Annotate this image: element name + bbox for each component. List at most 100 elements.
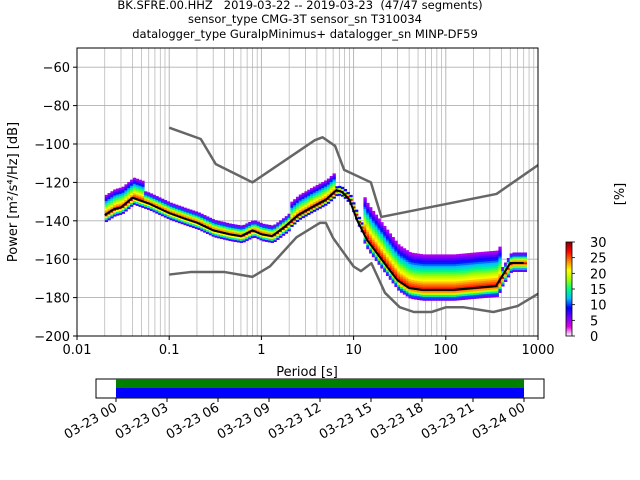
heatmap-cell bbox=[397, 257, 401, 260]
heatmap-cell bbox=[475, 281, 480, 284]
heatmap-cell bbox=[447, 262, 452, 265]
heatmap-cell bbox=[104, 210, 109, 213]
heatmap-cell bbox=[141, 186, 145, 189]
heatmap-cell bbox=[419, 254, 423, 257]
heatmap-cell bbox=[383, 260, 387, 263]
heatmap-cell bbox=[473, 269, 477, 273]
heatmap-cell bbox=[324, 201, 328, 204]
heatmap-cell bbox=[369, 249, 373, 252]
heatmap-cell bbox=[442, 294, 446, 297]
heatmap-cell bbox=[470, 268, 474, 271]
heatmap-cell bbox=[444, 294, 449, 297]
heatmap-cell bbox=[456, 256, 460, 259]
heatmap-cell bbox=[442, 264, 446, 267]
heatmap-cell bbox=[265, 230, 269, 233]
heatmap-cell bbox=[383, 270, 387, 273]
heatmap-cell bbox=[464, 274, 468, 277]
heatmap-cell bbox=[253, 222, 258, 225]
heatmap-cell bbox=[152, 202, 156, 205]
heatmap-cell bbox=[197, 223, 201, 227]
heatmap-cell bbox=[290, 211, 294, 214]
heatmap-cell bbox=[498, 250, 502, 253]
heatmap-cell bbox=[422, 298, 426, 301]
heatmap-cell bbox=[495, 285, 499, 288]
heatmap-cell bbox=[459, 257, 463, 260]
heatmap-cell bbox=[110, 214, 114, 217]
heatmap-cell bbox=[279, 231, 283, 235]
heatmap-cell bbox=[385, 254, 390, 257]
heatmap-cell bbox=[380, 254, 384, 258]
heatmap-cell bbox=[520, 264, 525, 267]
heatmap-cell bbox=[295, 196, 300, 199]
heatmap-cell bbox=[402, 261, 407, 264]
heatmap-cell bbox=[183, 215, 187, 218]
heatmap-cell bbox=[422, 258, 426, 261]
heatmap-cell bbox=[509, 257, 513, 260]
heatmap-cell bbox=[464, 262, 468, 266]
heatmap-cell bbox=[501, 282, 505, 285]
heatmap-cell bbox=[326, 184, 331, 187]
heatmap-cell bbox=[523, 256, 528, 259]
heatmap-cell bbox=[312, 194, 317, 197]
heatmap-cell bbox=[228, 236, 232, 240]
heatmap-cell bbox=[363, 199, 367, 202]
heatmap-cell bbox=[442, 267, 446, 271]
heatmap-cell bbox=[385, 269, 390, 273]
heatmap-cell bbox=[183, 221, 187, 224]
heatmap-cell bbox=[492, 260, 497, 263]
heatmap-cell bbox=[175, 204, 179, 207]
heatmap-cell bbox=[388, 233, 393, 236]
heatmap-cell bbox=[175, 206, 179, 209]
heatmap-cell bbox=[301, 200, 305, 203]
heatmap-cell bbox=[422, 269, 426, 272]
heatmap-cell bbox=[374, 214, 379, 217]
heatmap-cell bbox=[130, 183, 134, 186]
colorbar-tick-label: 25 bbox=[590, 252, 607, 267]
heatmap-cell bbox=[183, 211, 187, 214]
heatmap-cell bbox=[447, 296, 452, 299]
heatmap-cell bbox=[394, 269, 398, 272]
heatmap-cell bbox=[436, 298, 440, 301]
heatmap-cell bbox=[464, 295, 468, 298]
heatmap-cell bbox=[141, 198, 145, 201]
heatmap-cell bbox=[402, 252, 407, 255]
heatmap-cell bbox=[203, 228, 207, 231]
heatmap-cell bbox=[369, 237, 373, 241]
heatmap-cell bbox=[276, 222, 280, 225]
heatmap-cell bbox=[416, 253, 421, 256]
heatmap-cell bbox=[416, 274, 421, 277]
heatmap-cell bbox=[397, 261, 401, 264]
heatmap-cell bbox=[211, 224, 215, 228]
heatmap-cell bbox=[399, 271, 404, 274]
heatmap-cell bbox=[374, 253, 379, 256]
heatmap-cell bbox=[304, 204, 308, 207]
heatmap-cell bbox=[284, 221, 289, 225]
heatmap-cell bbox=[180, 210, 184, 213]
heatmap-cell bbox=[225, 236, 229, 239]
heatmap-cell bbox=[146, 203, 151, 207]
heatmap-cell bbox=[248, 223, 252, 227]
heatmap-cell bbox=[408, 278, 412, 282]
heatmap-cell bbox=[208, 231, 213, 234]
heatmap-cell bbox=[501, 276, 505, 279]
heatmap-cell bbox=[377, 260, 381, 263]
heatmap-cell bbox=[180, 206, 184, 209]
heatmap-cell bbox=[459, 271, 463, 274]
heatmap-cell bbox=[495, 254, 499, 257]
heatmap-cell bbox=[371, 249, 376, 252]
heatmap-cell bbox=[402, 269, 407, 272]
heatmap-cell bbox=[141, 192, 145, 195]
heatmap-cell bbox=[419, 275, 423, 278]
heatmap-cell bbox=[453, 275, 457, 278]
heatmap-cell bbox=[363, 229, 367, 233]
heatmap-cell bbox=[312, 196, 317, 199]
heatmap-cell bbox=[124, 195, 128, 199]
heatmap-cell bbox=[436, 267, 440, 271]
heatmap-cell bbox=[363, 218, 367, 221]
heatmap-cell bbox=[197, 220, 201, 223]
heatmap-cell bbox=[484, 280, 488, 283]
heatmap-cell bbox=[366, 231, 370, 234]
heatmap-cell bbox=[312, 198, 317, 201]
heatmap-cell bbox=[402, 292, 407, 295]
